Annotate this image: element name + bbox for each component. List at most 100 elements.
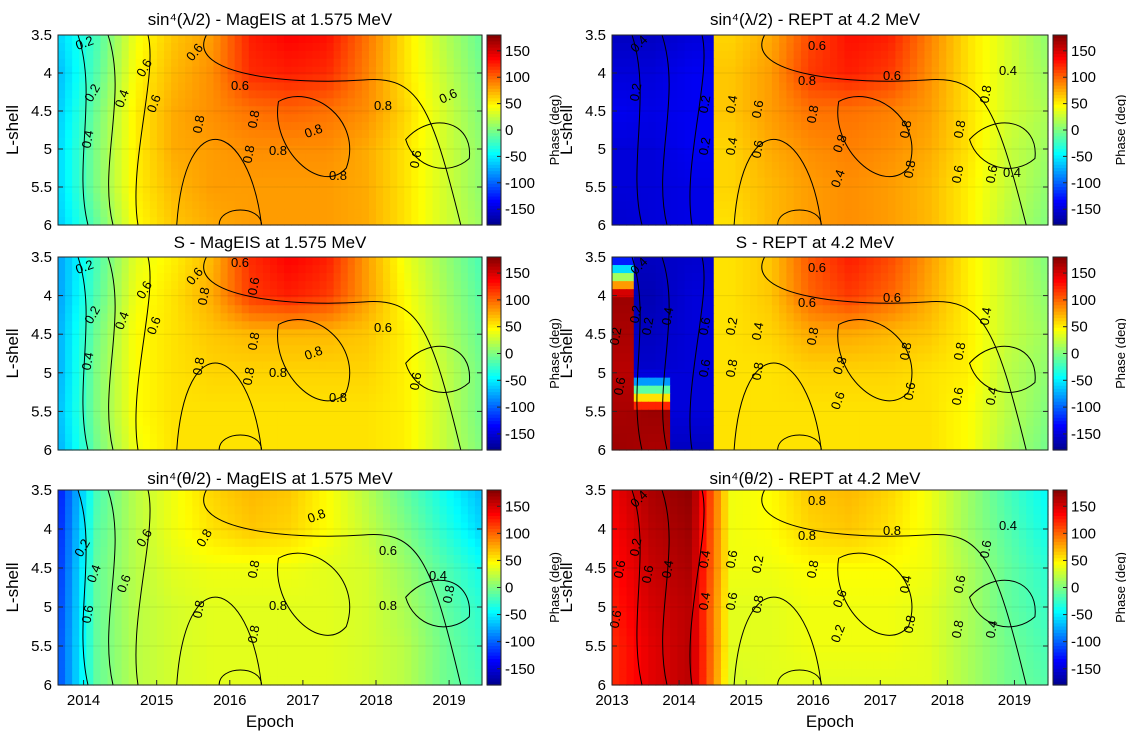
heatmap-cell bbox=[997, 217, 1005, 226]
heatmap-cell bbox=[757, 289, 766, 298]
heatmap-cell bbox=[684, 106, 693, 115]
heatmap-cell bbox=[361, 313, 370, 322]
heatmap-cell bbox=[1040, 281, 1049, 290]
heatmap-cell bbox=[284, 273, 292, 282]
heatmap-cell bbox=[713, 74, 722, 84]
heatmap-cell bbox=[234, 74, 243, 84]
heatmap-cell bbox=[192, 169, 200, 179]
heatmap-cell bbox=[107, 153, 116, 163]
heatmap-cell bbox=[142, 66, 151, 76]
heatmap-cell bbox=[277, 153, 285, 163]
heatmap-cell bbox=[58, 114, 66, 123]
heatmap-cell bbox=[178, 353, 186, 363]
heatmap-cell bbox=[312, 281, 321, 290]
heatmap-cell bbox=[699, 130, 708, 139]
heatmap-cell bbox=[1018, 74, 1027, 84]
heatmap-cell bbox=[411, 281, 419, 290]
heatmap-cell bbox=[453, 393, 462, 403]
heatmap-cell bbox=[128, 353, 137, 363]
heatmap-cell bbox=[135, 35, 144, 44]
heatmap-cell bbox=[227, 185, 236, 194]
heatmap-cell bbox=[234, 417, 243, 427]
heatmap-cell bbox=[368, 42, 377, 52]
heatmap-cell bbox=[376, 130, 384, 139]
heatmap-cell bbox=[234, 161, 243, 171]
heatmap-cell bbox=[291, 90, 299, 99]
heatmap-cell bbox=[79, 137, 87, 147]
heatmap-cell bbox=[786, 82, 795, 92]
heatmap-cell bbox=[86, 201, 94, 210]
heatmap-cell bbox=[135, 74, 144, 84]
heatmap-cell bbox=[946, 177, 955, 187]
heatmap-cell bbox=[390, 74, 398, 84]
heatmap-cell bbox=[227, 209, 236, 218]
heatmap-cell bbox=[270, 217, 278, 226]
heatmap-cell bbox=[227, 98, 236, 107]
heatmap-cell bbox=[220, 353, 229, 363]
heatmap-cell bbox=[397, 369, 405, 379]
heatmap-cell bbox=[248, 98, 257, 107]
heatmap-cell bbox=[340, 90, 349, 99]
heatmap-cell bbox=[1011, 265, 1020, 274]
heatmap-cell bbox=[333, 106, 342, 115]
colorbar-swatch bbox=[1053, 66, 1067, 71]
heatmap-cell bbox=[699, 145, 708, 155]
heatmap-cell bbox=[213, 98, 222, 107]
heatmap-cell bbox=[376, 353, 384, 363]
heatmap-cell bbox=[909, 82, 918, 92]
heatmap-cell bbox=[185, 82, 193, 92]
heatmap-cell bbox=[446, 58, 455, 68]
heatmap-cell bbox=[866, 201, 875, 210]
heatmap-cell bbox=[968, 98, 976, 107]
heatmap-cell bbox=[142, 35, 151, 44]
y-tick-label: 6 bbox=[598, 217, 606, 234]
heatmap-cell bbox=[895, 185, 904, 194]
heatmap-cell bbox=[939, 169, 947, 179]
heatmap-cell bbox=[989, 50, 998, 60]
heatmap-cell bbox=[728, 177, 737, 187]
heatmap-cell bbox=[432, 106, 441, 115]
heatmap-cell bbox=[72, 50, 80, 60]
heatmap-cell bbox=[107, 50, 116, 60]
heatmap-cell bbox=[397, 114, 405, 123]
heatmap-cell bbox=[142, 145, 151, 155]
heatmap-cell bbox=[227, 313, 236, 322]
heatmap-cell bbox=[968, 217, 976, 226]
heatmap-cell bbox=[706, 257, 715, 266]
heatmap-cell bbox=[888, 257, 896, 266]
heatmap-cell bbox=[178, 106, 186, 115]
contour-line bbox=[107, 34, 116, 226]
heatmap-cell bbox=[135, 353, 144, 363]
heatmap-cell bbox=[213, 385, 222, 395]
heatmap-cell bbox=[255, 217, 264, 226]
heatmap-cell bbox=[277, 441, 285, 451]
heatmap-cell bbox=[164, 345, 172, 355]
heatmap-cell bbox=[164, 90, 172, 99]
heatmap-cell bbox=[735, 257, 744, 266]
heatmap-cell bbox=[425, 377, 434, 387]
heatmap-cell bbox=[786, 201, 795, 210]
heatmap-cell bbox=[612, 90, 620, 99]
heatmap-cell bbox=[859, 82, 867, 92]
heatmap-cell bbox=[460, 169, 469, 179]
heatmap-cell bbox=[648, 201, 657, 210]
heatmap-cell bbox=[997, 153, 1005, 163]
heatmap-cell bbox=[446, 281, 455, 290]
heatmap-cell bbox=[227, 137, 236, 147]
heatmap-cell bbox=[1011, 193, 1020, 202]
heatmap-cell bbox=[677, 98, 686, 107]
colorbar-swatch bbox=[1053, 47, 1067, 52]
heatmap-cell bbox=[128, 169, 137, 179]
heatmap-cell bbox=[192, 82, 200, 92]
heatmap-cell bbox=[185, 321, 193, 330]
heatmap-cell bbox=[298, 169, 306, 179]
heatmap-cell bbox=[248, 305, 257, 314]
heatmap-cell bbox=[460, 369, 469, 379]
heatmap-cell bbox=[128, 377, 137, 387]
heatmap-cell bbox=[699, 58, 708, 68]
heatmap-cell bbox=[888, 42, 896, 52]
heatmap-cell bbox=[255, 98, 264, 107]
heatmap-cell bbox=[691, 289, 700, 298]
heatmap-cell bbox=[93, 185, 101, 194]
